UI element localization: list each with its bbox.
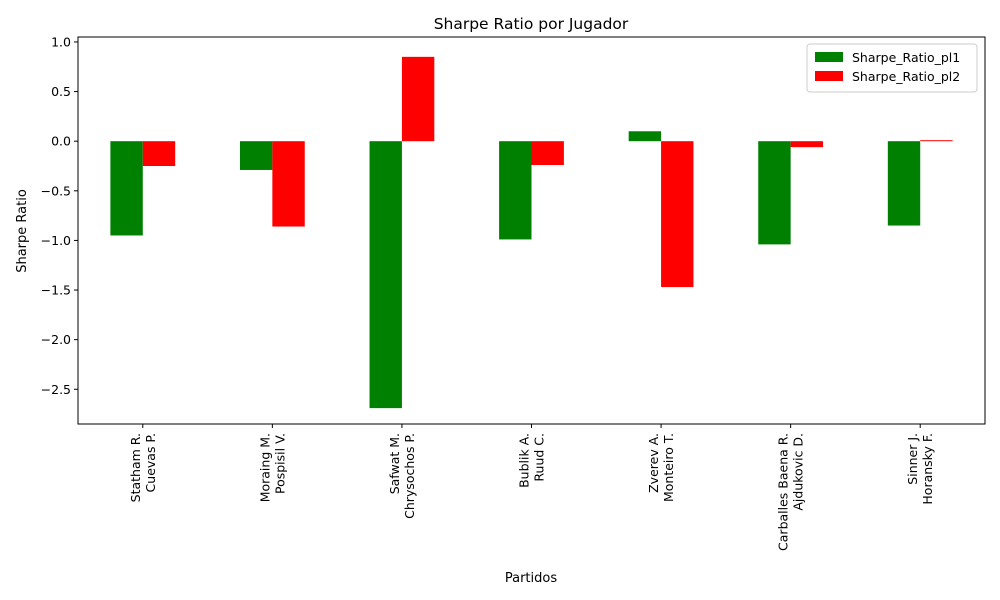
bar-series-1-cat-1	[110, 141, 143, 236]
y-tick-label: 1.0	[51, 34, 71, 49]
bar-series-2-cat-6	[790, 141, 824, 148]
legend-swatch	[815, 71, 843, 81]
bar-series-2-cat-4	[531, 141, 564, 166]
x-tick-label-line: Safwat M.	[387, 433, 402, 494]
bar-series-1-cat-7	[887, 141, 921, 226]
legend: Sharpe_Ratio_pl1 Sharpe_Ratio_pl2	[806, 43, 978, 93]
bar-series-1-cat-3	[369, 141, 402, 409]
y-tick-label: −0.5	[41, 183, 71, 198]
x-tick-label-line: Carballes Baena R.	[776, 433, 791, 551]
x-tick-label-line: Cuevas P.	[143, 433, 158, 492]
bar-series-2-cat-5	[661, 141, 694, 288]
bar-series-1-cat-2	[239, 141, 273, 170]
y-tick-label: 0.0	[51, 134, 71, 149]
x-axis-label: Partidos	[505, 571, 557, 586]
y-tick-label: −2.0	[41, 332, 71, 347]
y-tick-label: −2.5	[41, 382, 71, 397]
bars-group	[110, 56, 953, 409]
x-tick-label-line: Monteiro T.	[661, 433, 676, 502]
bar-series-2-cat-2	[272, 141, 305, 227]
x-tick-label: Safwat M. Chrysochos P.	[387, 433, 417, 519]
x-tick-label-line: Ajdukovic D.	[791, 433, 806, 511]
x-tick-label: Bublik A. Ruud C.	[517, 433, 547, 488]
x-tick-label: Statham R. Cuevas P.	[128, 433, 158, 502]
x-tick-label-line: Sinner J.	[905, 433, 920, 485]
bar-series-2-cat-3	[401, 56, 435, 142]
x-tick-label-line: Horansky F.	[920, 433, 935, 505]
x-tick-label-line: Moraing M.	[257, 433, 272, 502]
x-tick-label: Carballes Baena R. Ajdukovic D.	[776, 433, 806, 551]
x-tick-label-line: Bublik A.	[517, 433, 532, 488]
bar-series-2-cat-1	[142, 141, 176, 166]
bar-series-1-cat-6	[758, 141, 791, 245]
legend-label: Sharpe_Ratio_pl2	[852, 69, 960, 84]
plot-frame	[77, 36, 986, 425]
x-tick-label-line: Zverev A.	[646, 433, 661, 493]
x-tick-label-line: Pospisil V.	[272, 433, 287, 494]
x-axis-ticks: Statham R. Cuevas P. Moraing M. Pospisil V.…	[128, 424, 935, 551]
y-tick-label: −1.0	[41, 233, 71, 248]
legend-swatch	[815, 52, 843, 62]
bar-series-1-cat-5	[628, 131, 662, 142]
x-tick-label-line: Chrysochos P.	[402, 433, 417, 519]
x-tick-label-line: Ruud C.	[532, 433, 547, 482]
legend-box	[806, 43, 978, 93]
y-axis-label: Sharpe Ratio	[15, 189, 30, 273]
bar-series-1-cat-4	[499, 141, 532, 240]
y-tick-label: 0.5	[51, 84, 71, 99]
x-tick-label: Zverev A. Monteiro T.	[646, 433, 676, 502]
chart-title: Sharpe Ratio por Jugador	[434, 15, 629, 33]
x-tick-label-line: Statham R.	[128, 433, 143, 502]
y-tick-label: −1.5	[41, 283, 71, 298]
x-tick-label: Moraing M. Pospisil V.	[257, 433, 287, 502]
legend-label: Sharpe_Ratio_pl1	[852, 50, 960, 65]
x-tick-label: Sinner J. Horansky F.	[905, 433, 935, 505]
bar-series-2-cat-7	[920, 140, 953, 142]
y-axis-ticks: 1.0 0.5 0.0 −0.5 −1.0 −1.5 −2.0 −2.5	[41, 34, 78, 397]
